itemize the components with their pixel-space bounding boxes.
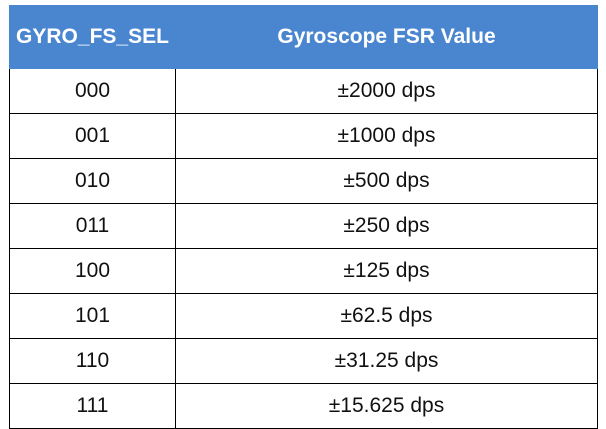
header-row: GYRO_FS_SEL Gyroscope FSR Value bbox=[9, 5, 598, 69]
fsr-value-cell: ±250 dps bbox=[175, 203, 598, 249]
table-row: 101 ±62.5 dps bbox=[9, 293, 598, 339]
header-gyro-fs-sel: GYRO_FS_SEL bbox=[9, 5, 176, 69]
table-row: 111 ±15.625 dps bbox=[9, 383, 598, 429]
table-row: 010 ±500 dps bbox=[9, 158, 598, 204]
gyro-fs-sel-cell: 000 bbox=[9, 68, 176, 114]
gyro-fs-sel-cell: 001 bbox=[9, 113, 176, 159]
gyro-fsr-table-container: GYRO_FS_SEL Gyroscope FSR Value 000 ±200… bbox=[9, 5, 598, 429]
table-row: 011 ±250 dps bbox=[9, 203, 598, 249]
table-header: GYRO_FS_SEL Gyroscope FSR Value bbox=[9, 5, 598, 69]
table-row: 110 ±31.25 dps bbox=[9, 338, 598, 384]
gyro-fs-sel-cell: 100 bbox=[9, 248, 176, 294]
fsr-value-cell: ±1000 dps bbox=[175, 113, 598, 159]
fsr-value-cell: ±15.625 dps bbox=[175, 383, 598, 429]
gyro-fs-sel-cell: 011 bbox=[9, 203, 176, 249]
gyro-fs-sel-cell: 010 bbox=[9, 158, 176, 204]
table-row: 001 ±1000 dps bbox=[9, 113, 598, 159]
fsr-value-cell: ±125 dps bbox=[175, 248, 598, 294]
fsr-value-cell: ±31.25 dps bbox=[175, 338, 598, 384]
fsr-value-cell: ±500 dps bbox=[175, 158, 598, 204]
fsr-value-cell: ±2000 dps bbox=[175, 68, 598, 114]
gyro-fs-sel-cell: 101 bbox=[9, 293, 176, 339]
header-gyroscope-fsr-value: Gyroscope FSR Value bbox=[175, 5, 598, 69]
gyro-fs-sel-cell: 111 bbox=[9, 383, 176, 429]
fsr-value-cell: ±62.5 dps bbox=[175, 293, 598, 339]
table-row: 100 ±125 dps bbox=[9, 248, 598, 294]
table-row: 000 ±2000 dps bbox=[9, 68, 598, 114]
gyro-fs-sel-cell: 110 bbox=[9, 338, 176, 384]
gyro-fsr-table: GYRO_FS_SEL Gyroscope FSR Value 000 ±200… bbox=[9, 5, 598, 429]
table-body: 000 ±2000 dps 001 ±1000 dps 010 ±500 dps… bbox=[9, 68, 598, 429]
